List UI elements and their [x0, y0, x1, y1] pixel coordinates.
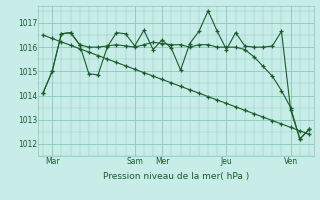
X-axis label: Pression niveau de la mer( hPa ): Pression niveau de la mer( hPa ): [103, 172, 249, 181]
